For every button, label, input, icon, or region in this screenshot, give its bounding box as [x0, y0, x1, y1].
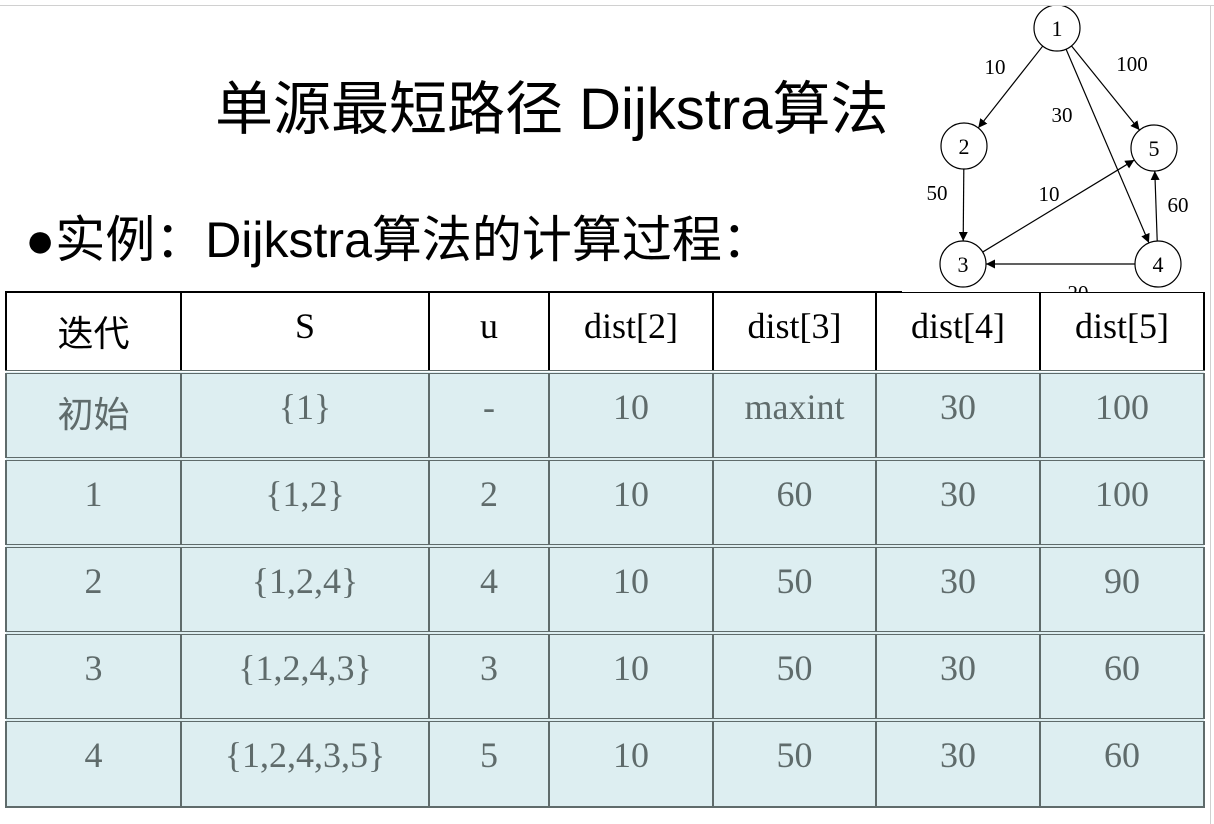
table-cell: 3: [5, 631, 182, 721]
table-cell: 60: [1039, 718, 1205, 808]
table-cell: 60: [1039, 631, 1205, 721]
table-cell: {1,2,4}: [180, 544, 430, 634]
edge-1-5: [1070, 45, 1141, 131]
table-cell: 50: [712, 718, 877, 808]
edge-2-3: [958, 168, 968, 242]
slide-title: 单源最短路径 Dijkstra算法: [215, 77, 889, 142]
node-label: 4: [1153, 252, 1164, 277]
table-row: 3 {1,2,4,3} 3 10 50 30 60: [5, 631, 1205, 721]
table-row: 4 {1,2,4,3,5} 5 10 50 30 60: [5, 718, 1205, 808]
table-cell: 4: [428, 544, 550, 634]
column-header: 迭代: [5, 291, 182, 373]
table-cell: {1,2}: [180, 457, 430, 547]
edge-weight-label: 50: [927, 181, 948, 205]
graph-svg: 1 2 3 4 5 10 100 30 50 10 60 20: [927, 4, 1189, 305]
table-cell: 2: [428, 457, 550, 547]
slide-border-top: [0, 5, 1214, 6]
edge-weight-label: 10: [1039, 182, 1060, 206]
table-cell: -: [428, 370, 550, 460]
edge-weight-label: 60: [1168, 193, 1189, 217]
table-cell: 5: [428, 718, 550, 808]
column-header: dist[5]: [1039, 291, 1205, 373]
table-cell: 30: [875, 631, 1041, 721]
table-cell: 10: [548, 544, 714, 634]
table-cell: 100: [1039, 370, 1205, 460]
column-header: u: [428, 291, 550, 373]
node-3: [939, 240, 987, 288]
table-cell: 3: [428, 631, 550, 721]
bullet-text: ●实例：Dijkstra算法的计算过程：: [25, 212, 772, 268]
table-cell: 10: [548, 631, 714, 721]
table-cell: 30: [875, 718, 1041, 808]
table-cell: 4: [5, 718, 182, 808]
edge-1-4: [1065, 48, 1150, 244]
table-cell: 2: [5, 544, 182, 634]
table-row: 初始 {1} -10 maxint 30 100: [5, 370, 1205, 460]
table-cell: 10: [548, 457, 714, 547]
column-header: dist[3]: [712, 291, 877, 373]
edge-4-5: [1150, 170, 1160, 242]
table-cell: 50: [712, 544, 877, 634]
table-row: 2 {1,2,4} 4 10 50 30 90: [5, 544, 1205, 634]
node-label: 1: [1052, 16, 1063, 41]
node-label: 3: [958, 252, 969, 277]
table-cell: 10: [548, 370, 714, 460]
table-cell: {1,2,4,3}: [180, 631, 430, 721]
table-cell: 90: [1039, 544, 1205, 634]
node-2: [940, 122, 988, 170]
table-cell: 100: [1039, 457, 1205, 547]
table-cell: 初始: [5, 370, 182, 460]
edge-3-5: [982, 159, 1135, 253]
node-5: [1130, 124, 1178, 172]
table-cell: {1}: [180, 370, 430, 460]
slide-border-right: [1210, 5, 1211, 824]
graph-diagram: 1 2 3 4 5 10 100 30 50 10 60 20: [902, 4, 1208, 305]
edge-weight-label: 30: [1052, 103, 1073, 127]
column-header: S: [180, 291, 430, 373]
table-cell: 50: [712, 631, 877, 721]
table-cell: 30: [875, 457, 1041, 547]
table-cell: 30: [875, 544, 1041, 634]
node-label: 5: [1149, 136, 1160, 161]
edge-weight-label: 20: [1068, 281, 1089, 292]
edge-weight-label: 100: [1116, 52, 1148, 76]
table-cell: 1: [5, 457, 182, 547]
edge-1-2: [977, 45, 1044, 129]
table-cell: maxint: [712, 370, 877, 460]
node-4: [1134, 240, 1182, 288]
edge-weight-label: 10: [985, 55, 1006, 79]
table-cell: 30: [875, 370, 1041, 460]
table-cell: 10: [548, 718, 714, 808]
table-cell: {1,2,4,3,5}: [180, 718, 430, 808]
column-header: dist[2]: [548, 291, 714, 373]
table-row: 1 {1,2} 2 10 60 30 100: [5, 457, 1205, 547]
column-header: dist[4]: [875, 291, 1041, 373]
node-label: 2: [959, 134, 970, 159]
table-cell: 60: [712, 457, 877, 547]
